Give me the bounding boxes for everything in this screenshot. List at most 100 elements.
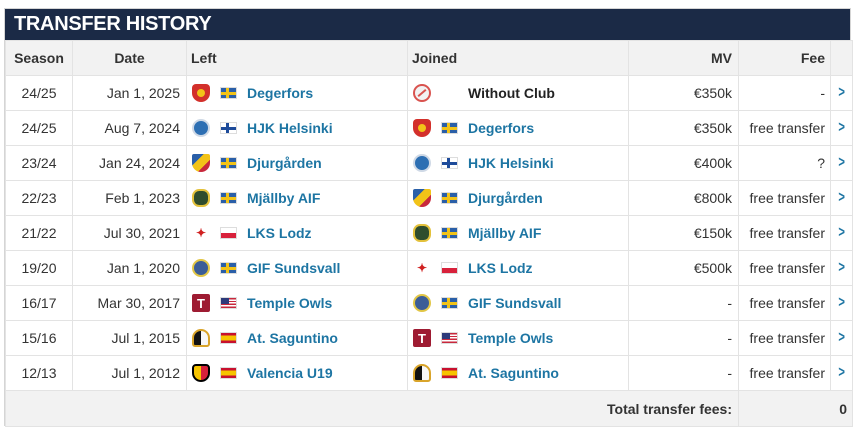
- date-cell: Jan 1, 2025: [72, 75, 187, 111]
- market-value-cell: €350k: [628, 75, 739, 111]
- left-club: Valencia U19: [192, 356, 407, 390]
- joined-club-name[interactable]: Temple Owls: [468, 330, 554, 346]
- left-club-name[interactable]: Degerfors: [247, 85, 314, 101]
- chevron-right-icon[interactable]: >: [838, 364, 845, 381]
- left-club-name[interactable]: Mjällby AIF: [247, 190, 321, 206]
- market-value-cell: -: [628, 355, 739, 391]
- fee-cell: free transfer: [738, 285, 831, 321]
- row-action-cell[interactable]: >: [830, 75, 853, 111]
- season-cell: 12/13: [5, 355, 73, 391]
- sweden-flag-icon: [220, 87, 237, 99]
- left-club-name[interactable]: Djurgården: [247, 155, 322, 171]
- date-cell: Jan 24, 2024: [72, 145, 187, 181]
- left-club: At. Saguntino: [192, 321, 407, 355]
- saguntino-crest-icon: [192, 329, 210, 347]
- sweden-flag-icon: [441, 227, 458, 239]
- row-action-cell[interactable]: >: [830, 110, 853, 146]
- date-cell: Feb 1, 2023: [72, 180, 187, 216]
- season-cell: 15/16: [5, 320, 73, 356]
- row-action-cell[interactable]: >: [830, 215, 853, 251]
- market-value-cell: -: [628, 320, 739, 356]
- joined-club-cell: ✦ LKS Lodz: [407, 250, 629, 286]
- joined-club-name[interactable]: LKS Lodz: [468, 260, 533, 276]
- market-value-cell: €400k: [628, 145, 739, 181]
- row-action-cell[interactable]: >: [830, 320, 853, 356]
- row-action-cell[interactable]: >: [830, 180, 853, 216]
- finland-flag-icon: [220, 122, 237, 134]
- left-club-name[interactable]: HJK Helsinki: [247, 120, 333, 136]
- left-club-name[interactable]: Valencia U19: [247, 365, 333, 381]
- date-cell: Jul 1, 2015: [72, 320, 187, 356]
- season-cell: 23/24: [5, 145, 73, 181]
- hjk-crest-icon: [192, 119, 210, 137]
- market-value-cell: €350k: [628, 110, 739, 146]
- date-cell: Aug 7, 2024: [72, 110, 187, 146]
- joined-club-name[interactable]: Degerfors: [468, 120, 535, 136]
- row-action-cell[interactable]: >: [830, 355, 853, 391]
- row-action-cell[interactable]: >: [830, 250, 853, 286]
- joined-club-name[interactable]: HJK Helsinki: [468, 155, 554, 171]
- season-cell: 22/23: [5, 180, 73, 216]
- market-value-cell: €150k: [628, 215, 739, 251]
- left-club: GIF Sundsvall: [192, 251, 407, 285]
- column-header-left: Left: [186, 40, 408, 76]
- joined-club: T Temple Owls: [413, 321, 628, 355]
- joined-club-name[interactable]: At. Saguntino: [468, 365, 559, 381]
- left-club-name[interactable]: Temple Owls: [247, 295, 333, 311]
- date-cell: Jan 1, 2020: [72, 250, 187, 286]
- chevron-right-icon[interactable]: >: [838, 189, 845, 206]
- season-cell: 24/25: [5, 75, 73, 111]
- chevron-right-icon[interactable]: >: [838, 224, 845, 241]
- chevron-right-icon[interactable]: >: [838, 294, 845, 311]
- chevron-right-icon[interactable]: >: [838, 154, 845, 171]
- degerfors-crest-icon: [413, 119, 431, 137]
- sweden-flag-icon: [220, 262, 237, 274]
- finland-flag-icon: [441, 157, 458, 169]
- fee-cell: free transfer: [738, 320, 831, 356]
- hjk-crest-icon: [413, 154, 431, 172]
- chevron-right-icon[interactable]: >: [838, 329, 845, 346]
- djurgarden-crest-icon: [413, 189, 431, 207]
- left-club: T Temple Owls: [192, 286, 407, 320]
- joined-club-name[interactable]: Mjällby AIF: [468, 225, 542, 241]
- left-club-name[interactable]: At. Saguntino: [247, 330, 338, 346]
- joined-club-cell: Mjällby AIF: [407, 215, 629, 251]
- season-cell: 21/22: [5, 215, 73, 251]
- gif-crest-icon: [192, 259, 210, 277]
- joined-club: Mjällby AIF: [413, 216, 628, 250]
- poland-flag-icon: [220, 227, 237, 239]
- joined-club: GIF Sundsvall: [413, 286, 628, 320]
- joined-club-name[interactable]: GIF Sundsvall: [468, 295, 562, 311]
- left-club: Degerfors: [192, 76, 407, 110]
- mjallby-crest-icon: [192, 189, 210, 207]
- transfer-table: Season Date Left Joined MV Fee 24/25 Jan…: [5, 40, 853, 427]
- left-club-name[interactable]: GIF Sundsvall: [247, 260, 341, 276]
- market-value-cell: €500k: [628, 250, 739, 286]
- spain-flag-icon: [441, 367, 458, 379]
- joined-club-cell: At. Saguntino: [407, 355, 629, 391]
- season-cell: 24/25: [5, 110, 73, 146]
- valencia-crest-icon: [192, 364, 210, 382]
- joined-club-cell: T Temple Owls: [407, 320, 629, 356]
- fee-cell: free transfer: [738, 180, 831, 216]
- joined-club-name[interactable]: Djurgården: [468, 190, 543, 206]
- left-club: Djurgården: [192, 146, 407, 180]
- gif-crest-icon: [413, 294, 431, 312]
- left-club-cell: Degerfors: [186, 75, 408, 111]
- column-header-action: [830, 40, 853, 76]
- chevron-right-icon[interactable]: >: [838, 259, 845, 276]
- left-club: ✦ LKS Lodz: [192, 216, 407, 250]
- fee-cell: free transfer: [738, 250, 831, 286]
- chevron-right-icon[interactable]: >: [838, 84, 845, 101]
- left-club-cell: Djurgården: [186, 145, 408, 181]
- left-club-name[interactable]: LKS Lodz: [247, 225, 312, 241]
- usa-flag-icon: [220, 297, 237, 309]
- row-action-cell[interactable]: >: [830, 145, 853, 181]
- left-club-cell: Valencia U19: [186, 355, 408, 391]
- row-action-cell[interactable]: >: [830, 285, 853, 321]
- total-fees-value: 0: [738, 390, 853, 427]
- saguntino-crest-icon: [413, 364, 431, 382]
- chevron-right-icon[interactable]: >: [838, 119, 845, 136]
- sweden-flag-icon: [441, 122, 458, 134]
- table-row: 16/17 Mar 30, 2017 T Temple Owls GIF Sund…: [5, 285, 853, 321]
